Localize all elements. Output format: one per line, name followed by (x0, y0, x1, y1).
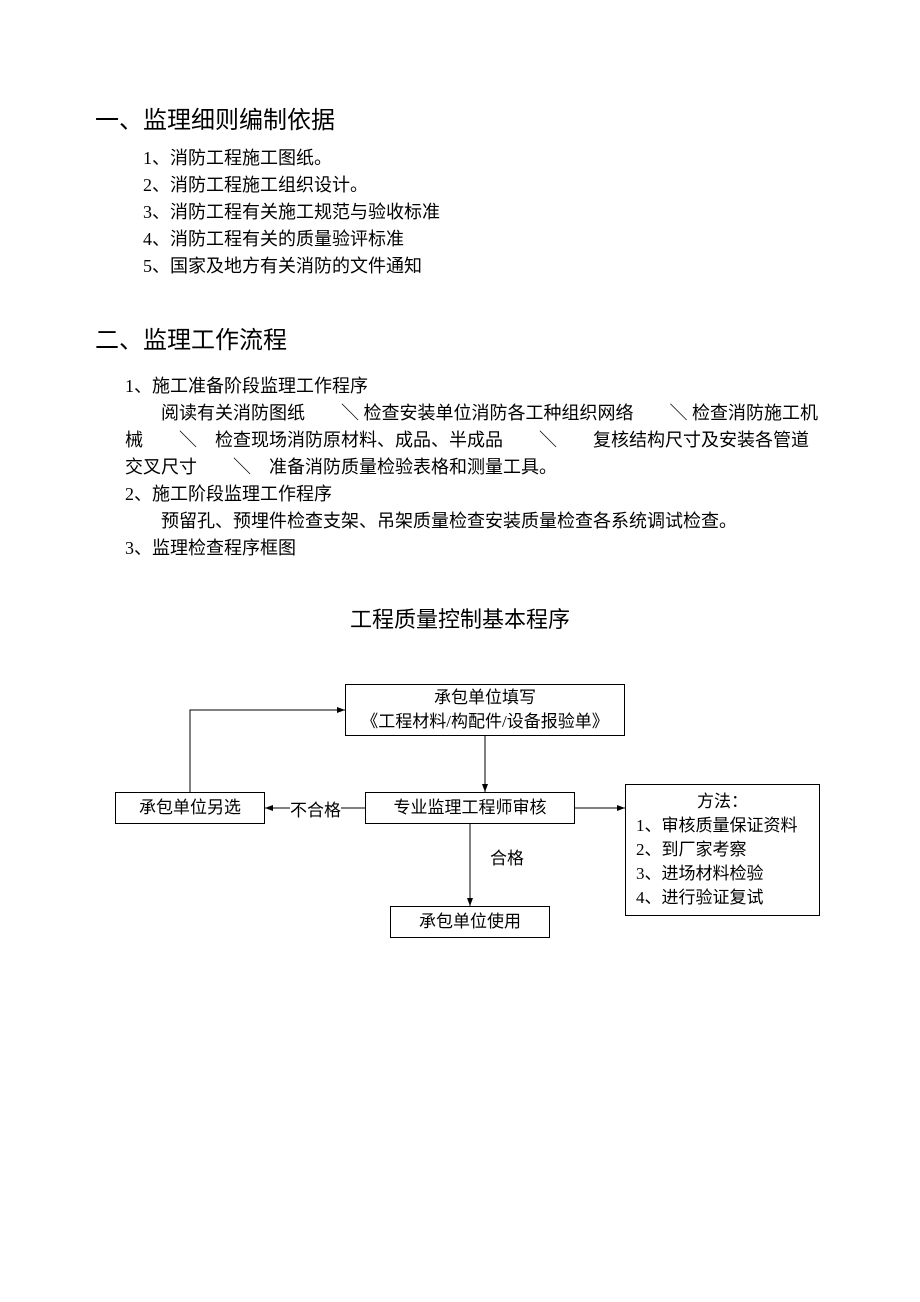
list-item: 3、消防工程有关施工规范与验收标准 (143, 199, 825, 226)
section2-body: 1、施工准备阶段监理工作程序 阅读有关消防图纸 ＼ 检查安装单位消防各工种组织网… (125, 373, 825, 562)
flowchart: 承包单位填写 《工程材料/构配件/设备报验单》 专业监理工程师审核 承包单位另选… (95, 684, 825, 984)
section2-heading: 二、监理工作流程 (95, 320, 825, 355)
label-pass: 合格 (490, 844, 524, 869)
list-item: 5、国家及地方有关消防的文件通知 (143, 253, 825, 280)
subitem-body: 阅读有关消防图纸 ＼ 检查安装单位消防各工种组织网络 ＼ 检查消防施工机械 ＼ … (125, 400, 825, 481)
methods-title: 方法： (697, 790, 748, 814)
methods-line: 4、进行验证复试 (636, 886, 764, 910)
label-fail: 不合格 (290, 796, 341, 821)
list-item: 4、消防工程有关的质量验评标准 (143, 226, 825, 253)
node-review: 专业监理工程师审核 (365, 792, 575, 824)
methods-line: 3、进场材料检验 (636, 862, 764, 886)
document-page: 一、监理细则编制依据 1、消防工程施工图纸。 2、消防工程施工组织设计。 3、消… (0, 0, 920, 984)
node-top: 承包单位填写 《工程材料/构配件/设备报验单》 (345, 684, 625, 736)
node-methods: 方法： 1、审核质量保证资料 2、到厂家考察 3、进场材料检验 4、进行验证复试 (625, 784, 820, 916)
methods-line: 2、到厂家考察 (636, 838, 747, 862)
node-top-line1: 承包单位填写 (434, 686, 536, 710)
methods-line: 1、审核质量保证资料 (636, 814, 798, 838)
section1-list: 1、消防工程施工图纸。 2、消防工程施工组织设计。 3、消防工程有关施工规范与验… (143, 145, 825, 280)
flowchart-title: 工程质量控制基本程序 (95, 602, 825, 634)
subitem-title: 2、施工阶段监理工作程序 (125, 481, 825, 508)
list-item: 1、消防工程施工图纸。 (143, 145, 825, 172)
subitem-body: 预留孔、预埋件检查支架、吊架质量检查安装质量检查各系统调试检查。 (125, 508, 825, 535)
node-use: 承包单位使用 (390, 906, 550, 938)
node-reject: 承包单位另选 (115, 792, 265, 824)
subitem-title: 3、监理检查程序框图 (125, 535, 825, 562)
list-item: 2、消防工程施工组织设计。 (143, 172, 825, 199)
node-top-line2: 《工程材料/构配件/设备报验单》 (361, 710, 608, 734)
section1-heading: 一、监理细则编制依据 (95, 100, 825, 135)
subitem-title: 1、施工准备阶段监理工作程序 (125, 373, 825, 400)
